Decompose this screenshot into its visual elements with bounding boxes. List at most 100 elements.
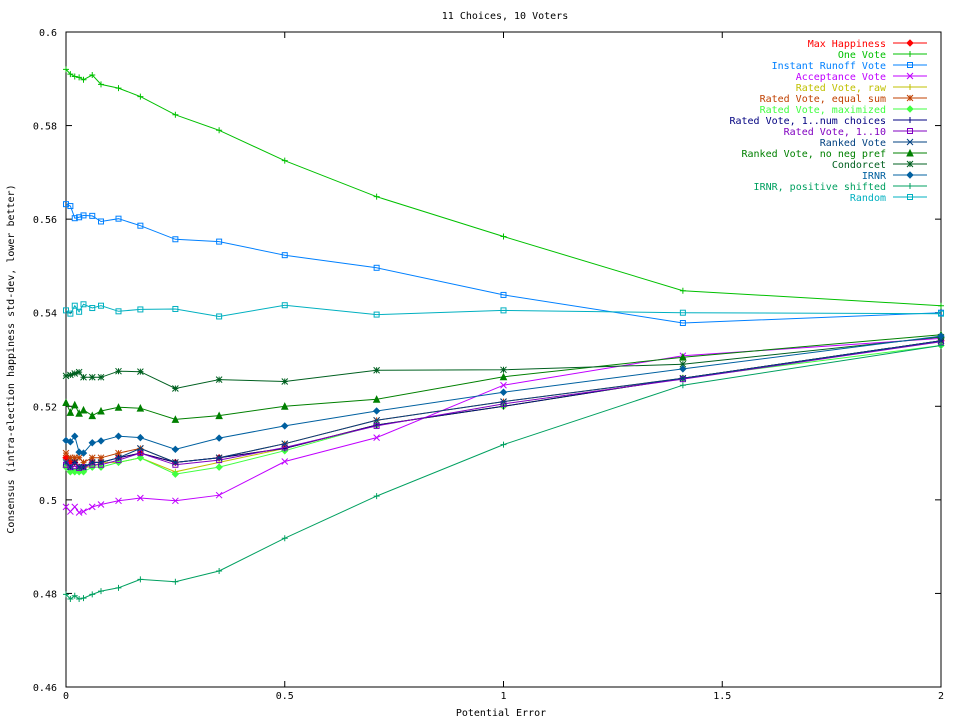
data-point <box>136 404 145 412</box>
data-point <box>67 464 74 471</box>
data-point <box>215 376 223 383</box>
legend-item: Ranked Vote <box>820 138 927 149</box>
data-point <box>76 214 83 221</box>
data-point <box>75 454 83 462</box>
data-point <box>907 117 913 123</box>
y-tick-label: 0.54 <box>33 309 57 320</box>
data-point <box>62 449 70 457</box>
data-point <box>172 385 179 392</box>
data-point <box>98 81 104 88</box>
series-group <box>62 330 945 423</box>
data-point <box>71 73 78 80</box>
data-point <box>500 381 507 389</box>
series-group <box>62 332 945 457</box>
data-point <box>115 449 122 457</box>
data-point <box>500 441 507 448</box>
data-point <box>115 584 122 591</box>
legend-item: Condorcet <box>832 160 927 171</box>
data-point <box>937 332 945 340</box>
legend-item: Max Happiness <box>808 39 927 50</box>
data-point <box>216 238 223 245</box>
data-point <box>679 309 686 316</box>
data-point <box>76 74 83 81</box>
data-point <box>63 591 69 598</box>
data-point <box>215 411 223 420</box>
data-point <box>89 305 96 312</box>
data-point <box>76 596 83 603</box>
data-point <box>500 307 507 314</box>
data-point <box>80 301 87 308</box>
data-point <box>115 497 122 505</box>
data-point <box>281 458 289 465</box>
legend-label: Rated Vote, 1..num choices <box>729 116 886 127</box>
chart-title: 11 Choices, 10 Voters <box>442 11 568 22</box>
data-point <box>137 368 144 376</box>
data-point <box>137 450 144 457</box>
series-line <box>65 334 942 420</box>
data-point <box>71 592 78 599</box>
data-point <box>97 459 105 466</box>
data-point <box>115 308 122 315</box>
legend-item: One Vote <box>838 50 927 61</box>
legend-item: Rated Vote, raw <box>796 83 927 94</box>
data-point <box>67 371 74 379</box>
legend-item: Rated Vote, maximized <box>760 105 927 116</box>
data-point <box>216 313 223 320</box>
data-point <box>907 183 913 189</box>
data-point <box>63 66 69 73</box>
data-point <box>215 454 223 462</box>
x-tick-label: 1 <box>500 691 506 702</box>
data-point <box>679 382 686 389</box>
data-point <box>171 445 180 454</box>
data-point <box>137 222 144 229</box>
data-point <box>373 422 380 429</box>
data-point <box>907 128 913 134</box>
data-point <box>906 72 914 80</box>
data-point <box>98 302 104 309</box>
x-axis-title: Potential Error <box>456 708 546 719</box>
data-point <box>114 432 123 440</box>
data-point <box>76 465 83 472</box>
legend-item: Rated Vote, 1..10 <box>784 127 927 138</box>
data-point <box>88 454 96 462</box>
data-point <box>97 454 105 462</box>
data-point <box>71 454 79 462</box>
data-point <box>97 373 105 381</box>
data-point <box>89 212 96 219</box>
data-point <box>906 39 914 47</box>
data-point <box>373 434 380 441</box>
legend-label: Rated Vote, 1..10 <box>784 127 886 138</box>
data-point <box>679 353 687 361</box>
data-point <box>98 218 104 225</box>
data-point <box>938 342 944 349</box>
data-point <box>500 366 507 374</box>
legend-label: Condorcet <box>832 160 886 171</box>
data-point <box>67 454 74 462</box>
legend-label: Instant Runoff Vote <box>772 61 886 72</box>
data-point <box>63 307 69 314</box>
data-point <box>906 148 914 157</box>
data-point <box>89 591 96 598</box>
data-point <box>137 306 144 313</box>
legend-item: Rated Vote, equal sum <box>760 94 927 105</box>
data-point <box>281 444 288 451</box>
legend-item: Ranked Vote, no neg pref <box>742 148 927 160</box>
data-point <box>136 454 145 462</box>
data-point <box>679 320 686 327</box>
series-line <box>65 203 942 324</box>
data-point <box>76 308 83 315</box>
x-tick-label: 1.5 <box>713 691 731 702</box>
data-point <box>172 111 179 118</box>
data-point <box>499 372 508 381</box>
legend-label: Rated Vote, raw <box>796 83 887 94</box>
x-axis: 0 0.5 1 1.5 2 <box>63 32 944 702</box>
data-point <box>500 398 507 405</box>
data-point <box>137 93 144 100</box>
series-group <box>62 335 945 516</box>
data-point <box>281 252 288 259</box>
legend-label: Acceptance Vote <box>796 72 886 83</box>
legend-item: IRNR, positive shifted <box>754 182 927 193</box>
data-point <box>71 215 78 222</box>
data-point <box>679 374 687 382</box>
